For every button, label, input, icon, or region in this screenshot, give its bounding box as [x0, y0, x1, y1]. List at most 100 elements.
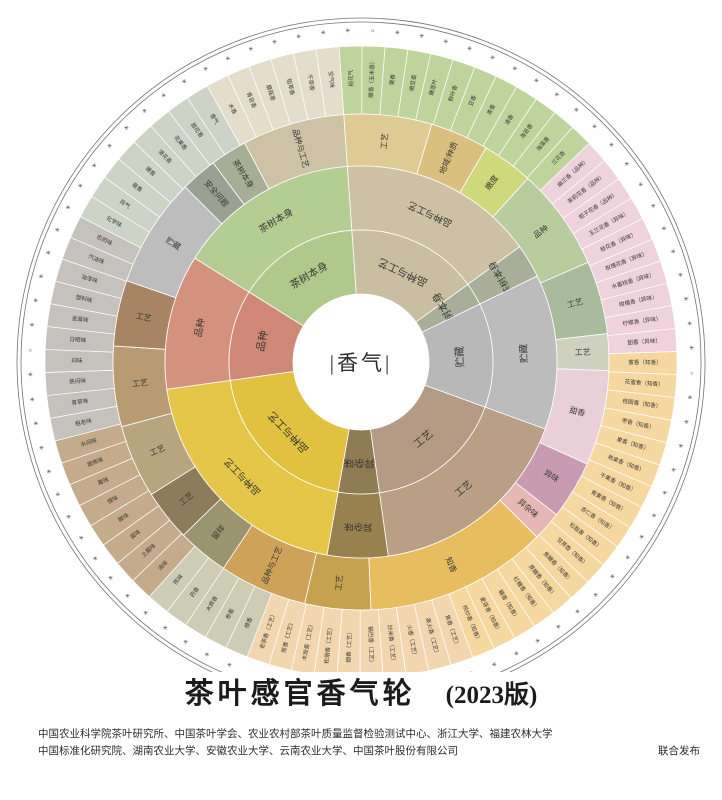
credits-line-1: 中国农业科学院茶叶研究所、中国茶叶学会、农业农村部茶叶质量监督检验测试中心、浙江… [38, 729, 553, 740]
ring3-label: 甜香 [569, 405, 587, 418]
ring3-label: 工艺 [334, 575, 344, 592]
star-marker-icon: ✳ [345, 28, 350, 35]
ring3-label: 工艺 [135, 311, 152, 323]
star-marker-icon: ✳ [652, 512, 657, 519]
star-marker-icon: ✳ [535, 638, 540, 645]
credits-line-2: 中国标准化研究院、湖南农业大学、安徽农业大学、云南农业大学、中国茶叶股份有限公司 [38, 746, 458, 758]
title-version: (2023版) [445, 682, 538, 709]
title-block: 茶叶感官香气轮 (2023版) 中国农业科学院茶叶研究所、中国茶叶学会、农业农村部… [0, 670, 722, 761]
star-marker-icon: ✳ [39, 274, 44, 281]
star-marker-icon: ✳ [689, 345, 694, 352]
star-marker-icon: ○ [690, 371, 694, 377]
star-marker-icon: ✳ [593, 592, 598, 599]
star-marker-icon: ✳ [28, 372, 33, 379]
star-marker-icon: ✳ [556, 624, 561, 631]
decorative-outer-circle-2 [16, 17, 706, 672]
star-marker-icon: ✳ [492, 661, 497, 668]
star-marker-icon: ✳ [467, 46, 472, 53]
page-title: 茶叶感官香气轮 (2023版) [0, 670, 722, 712]
star-marker-icon: ✳ [671, 467, 676, 474]
aroma-wheel: 稻花气 嫩香（玉米香） 栗香 嫩豆香 嫩茎叶 鲜叶香 豆香 青香 清香 海苔香 海藻香 兰花香 幽兰香（… [16, 17, 706, 672]
star-marker-icon: ✳ [227, 662, 232, 669]
star-marker-icon: ✳ [687, 395, 692, 402]
outer-label: 粗老味 [74, 416, 93, 427]
ring3-label: 工艺 [132, 378, 149, 389]
ring3-group: 工艺 地域/种质嫩度品种工艺工艺甜香异味异杂味知香工艺品种与工艺留样工艺工艺工艺工… [112, 113, 610, 611]
star-marker-icon: ✳ [183, 639, 188, 646]
hub-circle [293, 294, 429, 430]
star-marker-icon: ✳ [250, 671, 255, 672]
star-marker-icon: ✳ [65, 204, 70, 211]
star-marker-icon: ✳ [78, 183, 83, 190]
star-marker-icon: ✳ [514, 651, 519, 658]
star-marker-icon: ✳ [143, 610, 148, 617]
ring2-label: 贮藏 [517, 343, 530, 363]
star-marker-icon: ✳ [205, 651, 210, 658]
star-marker-icon: ✳ [163, 625, 168, 632]
outer-label: 豆香 [466, 94, 478, 108]
outer-label: 樟香 [243, 616, 255, 630]
credits-block: 中国农业科学院茶叶研究所、中国茶叶学会、农业农村部茶叶质量监督检验测试中心、浙江… [16, 726, 706, 761]
ring3-label: 工艺 [566, 297, 584, 310]
star-marker-icon: ✳ [687, 320, 692, 327]
star-marker-icon: ✳ [272, 39, 277, 46]
star-marker-icon: ✳ [107, 143, 112, 150]
outer-label: 空气味 [327, 71, 337, 89]
credits-joint-publish: 联合发布 [658, 746, 700, 758]
star-marker-icon: ✳ [419, 33, 424, 40]
outer-label: 塑料味 [75, 293, 94, 305]
outer-label: 烟香（工艺） [344, 629, 353, 663]
star-marker-icon: ✳ [92, 162, 97, 169]
outer-label: 青草味 [71, 397, 89, 407]
ring2-label: 品种 [192, 317, 208, 338]
outer-label: 闷味 [71, 356, 83, 364]
outer-label: 日晒味 [69, 335, 87, 344]
outer-label: 熟闷味 [69, 376, 87, 385]
ring1-label: 品种 [254, 329, 271, 352]
star-marker-icon: ✳ [574, 107, 579, 114]
outer-label: 花蜜香（知香） [624, 377, 664, 388]
star-marker-icon: ✳ [554, 92, 559, 99]
ring3-label: 工艺 [379, 133, 390, 150]
star-marker-icon: ✳ [79, 535, 84, 542]
star-marker-icon: ✳ [592, 124, 597, 131]
star-marker-icon: ✳ [625, 554, 630, 561]
star-marker-icon: ✳ [639, 534, 644, 541]
star-marker-icon: ✳ [490, 55, 495, 62]
star-marker-icon: ✳ [624, 161, 629, 168]
star-marker-icon: ✳ [610, 574, 615, 581]
star-marker-icon: ○ [371, 29, 375, 35]
star-marker-icon: ✳ [46, 468, 51, 475]
outer-ring-group: 稻花气 嫩香（玉米香） 栗香 嫩豆香 嫩茎叶 鲜叶香 豆香青香清香海苔香海藻香兰花香幽兰香（… [44, 45, 678, 672]
star-marker-icon: ✳ [66, 514, 71, 521]
outer-label: 锅巴香（工艺） [367, 626, 376, 665]
outer-label: 嫩豆香 [407, 73, 418, 91]
star-marker-icon: ✳ [93, 556, 98, 563]
star-marker-icon: ✳ [671, 248, 676, 255]
star-marker-icon: ✳ [684, 419, 689, 426]
star-marker-icon: ✳ [321, 30, 326, 37]
star-marker-icon: ✳ [29, 322, 34, 329]
star-marker-icon: ○ [28, 348, 32, 354]
ring3-label: 工艺 [575, 348, 591, 358]
star-marker-icon: ✳ [33, 298, 38, 305]
star-marker-icon: ✳ [161, 93, 166, 100]
ring1-label: 异杂味 [343, 456, 375, 469]
star-marker-icon: ✳ [125, 593, 130, 600]
star-marker-icon: ✳ [225, 55, 230, 62]
star-marker-icon: ✳ [182, 79, 187, 86]
outer-label: 干草香 [306, 73, 317, 91]
star-marker-icon: ✳ [638, 182, 643, 189]
ring1-label: 贮藏 [453, 345, 467, 367]
credits-line-2-wrap: 中国标准化研究院、湖南农业大学、安徽农业大学、云南农业大学、中国茶叶股份有限公司… [38, 743, 706, 760]
title-main: 茶叶感官香气轮 [184, 678, 416, 710]
star-marker-icon: ✳ [296, 33, 301, 40]
star-marker-icon: ✳ [55, 491, 60, 498]
star-marker-icon: ✳ [609, 142, 614, 149]
outer-label: 稻花气 [347, 69, 356, 86]
star-marker-icon: ✳ [534, 78, 539, 85]
ring2-label: 异杂味 [343, 521, 372, 534]
star-marker-icon: ✳ [443, 38, 448, 45]
star-marker-icon: ✳ [651, 203, 656, 210]
